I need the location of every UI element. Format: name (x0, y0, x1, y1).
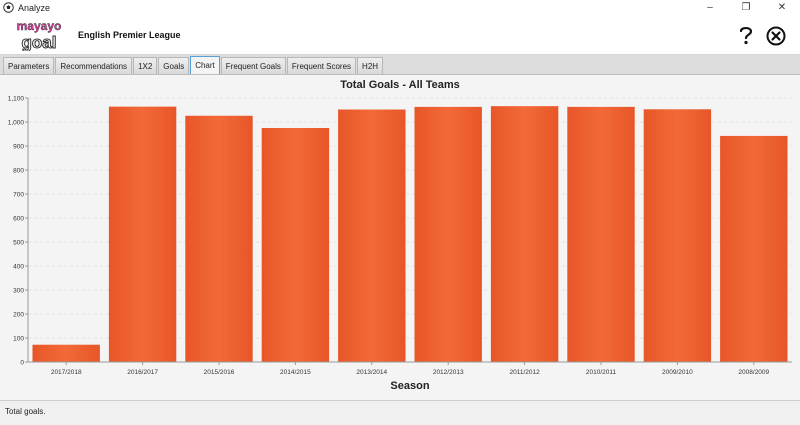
y-tick-label: 900 (13, 144, 24, 151)
tab-recommendations[interactable]: Recommendations (55, 57, 133, 74)
x-tick-label: 2008/2009 (738, 369, 769, 376)
tab-chart[interactable]: Chart (190, 56, 220, 74)
league-title: English Premier League (78, 30, 181, 40)
bar-2011-2012 (490, 106, 559, 362)
x-tick-label: 2009/2010 (662, 369, 693, 376)
tab-h2h[interactable]: H2H (357, 57, 384, 74)
window-title: Analyze (18, 2, 51, 13)
window-close-button[interactable]: ✕ (777, 2, 787, 13)
bar-2012-2013 (414, 106, 482, 362)
status-bar: Total goals. (0, 400, 800, 425)
x-tick-label: 2014/2015 (280, 369, 311, 376)
chart-title: Total Goals - All Teams (340, 79, 460, 91)
y-tick-label: 100 (13, 336, 24, 343)
x-tick-label: 2013/2014 (356, 369, 387, 376)
bar-2008-2009 (720, 135, 788, 362)
bar-2014-2015 (261, 128, 330, 362)
y-tick-label: 300 (13, 288, 24, 295)
y-tick-label: 1,100 (8, 96, 25, 103)
status-text: Total goals. (5, 407, 46, 416)
y-tick-label: 800 (13, 168, 24, 175)
y-axis-ticks: 0 100 200 300 400 500 600 700 800 900 1,000 1,100 (8, 96, 28, 367)
bar-2009-2010 (643, 109, 712, 362)
y-tick-label: 700 (13, 192, 24, 199)
bar-2010-2011 (567, 106, 635, 362)
title-bar: Analyze – ❐ ✕ (0, 0, 800, 15)
logo-top-text: mayayo (17, 19, 62, 33)
app-header: mayayo goal English Premier League (0, 15, 800, 55)
help-icon[interactable] (737, 25, 755, 45)
tab-frequent-goals[interactable]: Frequent Goals (220, 57, 286, 74)
x-tick-label: 2011/2012 (509, 369, 540, 376)
tab-bar: Parameters Recommendations 1X2 Goals Cha… (0, 55, 800, 75)
maximize-button[interactable]: ❐ (741, 2, 751, 13)
x-tick-label: 2012/2013 (433, 369, 464, 376)
y-tick-label: 600 (13, 216, 24, 223)
tab-1x2[interactable]: 1X2 (133, 57, 158, 74)
x-tick-label: 2017/2018 (51, 369, 82, 376)
x-tick-label: 2016/2017 (127, 369, 158, 376)
bar-2013-2014 (338, 109, 406, 362)
window-controls: – ❐ ✕ (692, 0, 800, 15)
y-tick-label: 1,000 (8, 120, 25, 127)
y-tick-label: 200 (13, 312, 24, 319)
mayayo-goal-logo: mayayo goal (16, 19, 62, 51)
tab-goals[interactable]: Goals (158, 57, 190, 74)
bars (32, 106, 788, 362)
bar-2015-2016 (185, 115, 253, 362)
x-tick-label: 2015/2016 (204, 369, 235, 376)
y-tick-label: 500 (13, 240, 24, 247)
chart-panel: 0 100 200 300 400 500 600 700 800 900 1,000 1,100 2… (0, 75, 800, 400)
bar-2017-2018 (32, 344, 100, 362)
x-axis-label: Season (390, 380, 429, 392)
tab-parameters[interactable]: Parameters (3, 57, 55, 74)
minimize-button[interactable]: – (707, 2, 713, 13)
x-axis-ticks: 2017/2018 2016/2017 2015/2016 2014/2015 2013… (51, 362, 770, 376)
logo-bottom-text: goal (22, 33, 57, 51)
y-tick-label: 400 (13, 264, 24, 271)
close-circle-icon[interactable] (766, 26, 786, 46)
y-tick-label: 0 (20, 360, 24, 367)
soccer-ball-icon (3, 2, 14, 13)
tab-frequent-scores[interactable]: Frequent Scores (286, 57, 357, 74)
bar-2016-2017 (108, 106, 177, 362)
x-tick-label: 2010/2011 (586, 369, 617, 376)
bar-chart: 0 100 200 300 400 500 600 700 800 900 1,000 1,100 2… (8, 79, 792, 392)
